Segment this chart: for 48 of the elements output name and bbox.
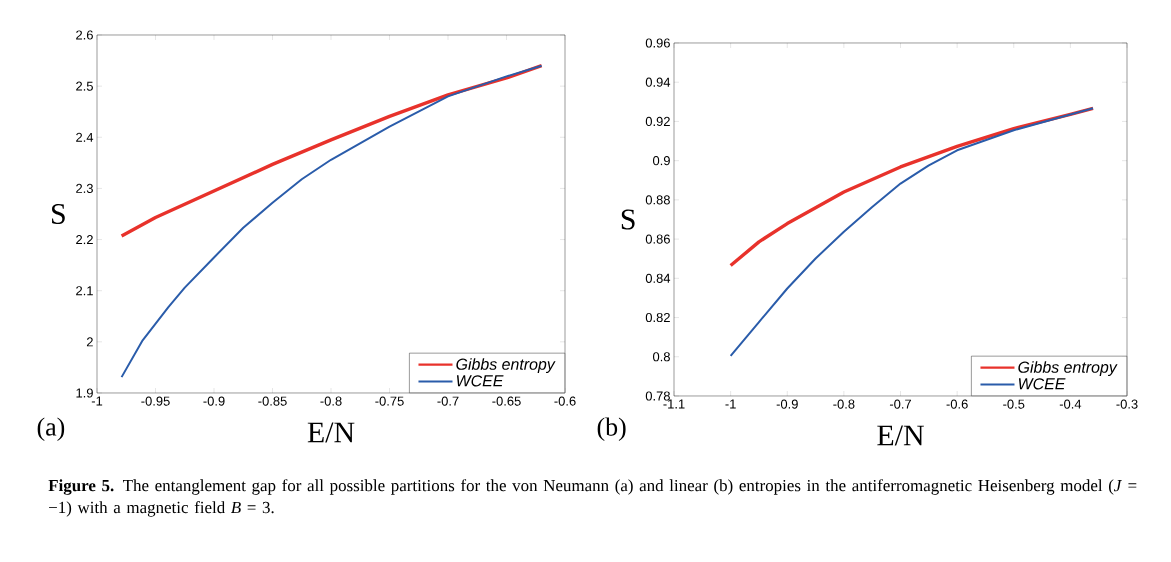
- y-tick-label: 2.5: [76, 81, 93, 91]
- y-tick-label: 0.84: [645, 273, 671, 283]
- legend-label: Gibbs entropy: [456, 358, 556, 373]
- x-tick-label: -0.85: [258, 396, 287, 406]
- y-tick-label: 0.86: [645, 234, 670, 244]
- x-tick-label: -0.75: [375, 396, 404, 406]
- x-tick-label: -0.95: [141, 396, 170, 406]
- x-tick-label: -1: [725, 399, 736, 409]
- y-tick-label: 2.1: [76, 286, 93, 296]
- legend-label: WCEE: [1018, 378, 1066, 390]
- legend-label: Gibbs entropy: [1018, 361, 1118, 376]
- x-tick-label: -0.4: [1059, 399, 1082, 409]
- x-tick-label: -1.1: [663, 399, 685, 409]
- text: (a): [37, 417, 65, 441]
- x-tick-label: -0.9: [203, 396, 225, 406]
- x-tick-label: -0.8: [320, 396, 342, 406]
- x-tick-label: -0.9: [776, 399, 798, 409]
- y-tick-label: 0.9: [652, 156, 670, 166]
- x-tick-label: -0.8: [833, 399, 855, 409]
- x-tick-label: -0.7: [889, 399, 912, 409]
- x-axis-title: E/N: [877, 425, 924, 446]
- y-tick-label: 0.78: [645, 391, 670, 401]
- x-tick-label: -0.3: [1116, 399, 1138, 409]
- text: (b): [597, 417, 626, 441]
- text: Figure 5. The entanglement gap for all possible partitions for the von Neumann (a) and linear (b) entropies in the antiferromagnetic Heisenberg model (J = −1) with a magnetic field B = 3.: [48, 479, 1137, 517]
- x-axis-title: E/N: [307, 422, 355, 443]
- y-tick-label: 2: [86, 337, 93, 347]
- y-tick-label: 2.3: [76, 183, 93, 193]
- y-tick-label: 0.96: [645, 38, 670, 48]
- y-tick-label: 2.2: [76, 235, 93, 245]
- x-tick-label: -0.6: [554, 396, 576, 406]
- x-tick-label: -0.7: [437, 396, 459, 406]
- y-tick-label: 2.6: [76, 30, 93, 40]
- x-tick-label: -1: [91, 396, 103, 406]
- y-tick-label: 0.94: [645, 77, 671, 87]
- x-tick-label: -0.5: [1003, 399, 1025, 409]
- y-tick-label: 0.88: [645, 195, 670, 205]
- y-tick-label: 0.92: [645, 116, 670, 127]
- y-axis-title: S: [52, 203, 65, 225]
- y-tick-label: 2.4: [76, 132, 94, 142]
- y-axis-title: S: [621, 209, 635, 230]
- y-tick-label: 1.9: [76, 388, 93, 398]
- legend-label: WCEE: [456, 375, 504, 387]
- line-series: [729, 107, 1095, 357]
- x-tick-label: -0.6: [946, 399, 968, 409]
- y-tick-label: 0.8: [652, 352, 670, 362]
- y-tick-label: 0.82: [645, 312, 670, 323]
- x-tick-label: -0.65: [492, 396, 521, 406]
